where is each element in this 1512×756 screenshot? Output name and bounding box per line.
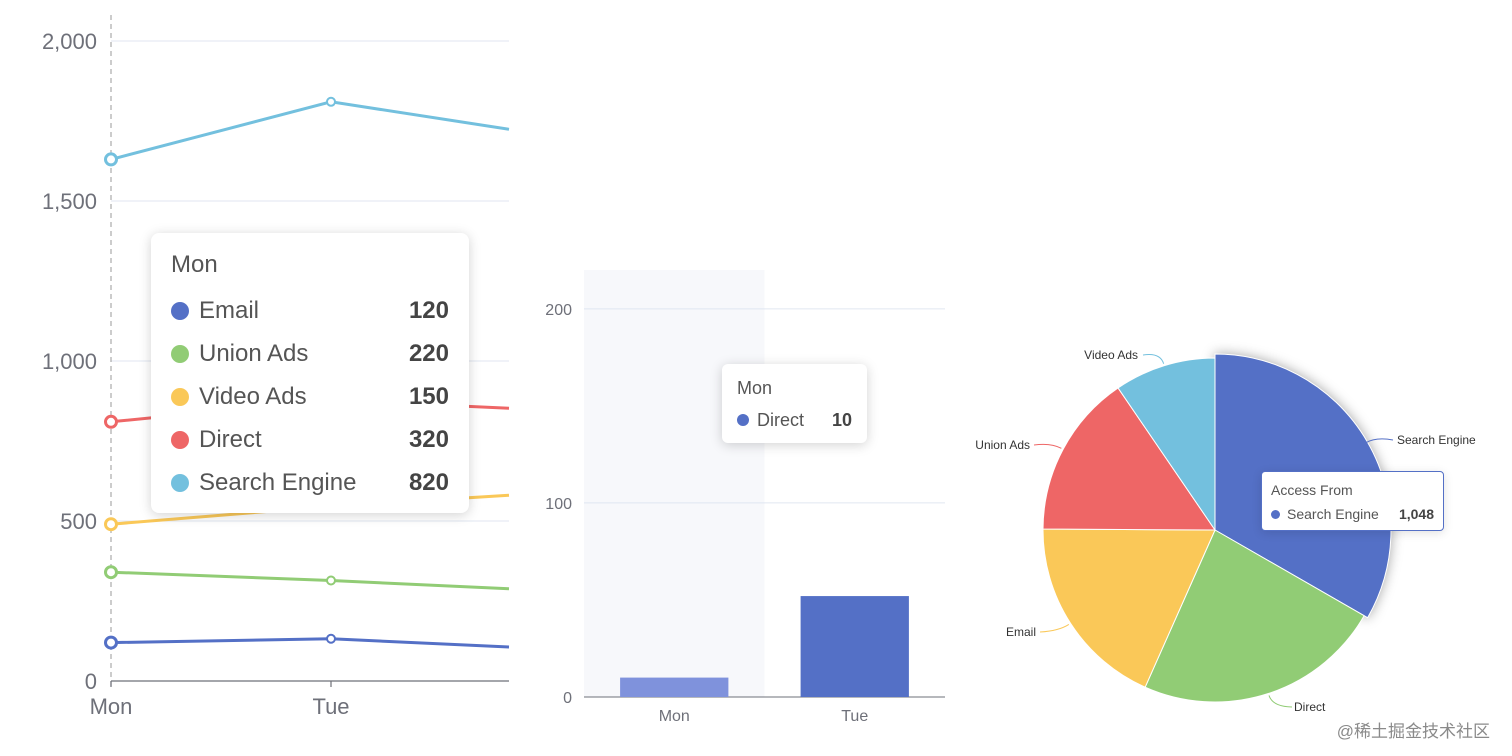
bar-chart-x-tick-label: Tue <box>841 708 868 725</box>
pie-label: Video Ads <box>1084 348 1138 362</box>
line-point <box>326 96 336 107</box>
line-chart-y-tick-label: 500 <box>60 509 97 534</box>
bar-chart-tooltip: Mon Direct 10 <box>722 364 867 443</box>
line-tooltip-row-video-ads: Video Ads 150 <box>171 375 449 418</box>
video-ads-marker-icon <box>171 387 189 406</box>
direct-marker-icon <box>171 430 189 449</box>
bar-chart-y-tick-label: 0 <box>563 690 572 707</box>
direct-marker-icon <box>737 414 749 426</box>
bar-chart-hover-band <box>584 270 765 697</box>
line-tooltip-series-value: 220 <box>408 339 449 367</box>
line-tooltip-series-name: Union Ads <box>199 339 309 367</box>
line-tooltip-row-direct: Direct 320 <box>171 418 449 461</box>
watermark: @稀土掘金技术社区 <box>1336 722 1490 741</box>
pie-leader-line <box>1033 443 1062 449</box>
pie-slice-email <box>1042 528 1216 688</box>
line-point <box>326 575 336 586</box>
pie-tooltip-title: Access From <box>1271 482 1353 498</box>
pie-leader-line <box>1142 354 1165 364</box>
bar-tooltip-series-name: Direct <box>757 409 805 430</box>
line-tooltip-series-value: 820 <box>408 468 449 496</box>
line-tooltip-row-union-ads: Union Ads 220 <box>171 332 449 375</box>
bar-tue <box>800 596 909 697</box>
line-chart-y-tick-label: 2,000 <box>42 29 97 54</box>
line-tooltip-series-name: Email <box>199 296 260 324</box>
line-tooltip-row-search-engine: Search Engine 820 <box>171 461 449 504</box>
line-tooltip-title: Mon <box>171 251 218 278</box>
pie-leader-line <box>1039 623 1070 633</box>
bar-chart-x-tick-label: Mon <box>659 708 690 725</box>
line-point <box>326 633 336 644</box>
pie-label: Union Ads <box>975 438 1030 452</box>
search-engine-marker-icon <box>1271 509 1280 519</box>
line-tooltip-series-name: Search Engine <box>199 468 357 496</box>
line-chart-y-tick-label: 1,000 <box>42 349 97 374</box>
line-series-1 <box>110 570 510 591</box>
line-chart-x-tick-label: Mon <box>90 694 133 719</box>
line-chart-tooltip: Mon Email 120 Union Ads 220 Video Ads 15… <box>151 233 469 513</box>
line-tooltip-series-value: 150 <box>408 382 449 410</box>
line-tooltip-series-value: 320 <box>408 425 449 453</box>
line-tooltip-row-email: Email 120 <box>171 289 449 332</box>
bar-mon <box>620 677 729 697</box>
line-point <box>104 517 118 532</box>
pie-label: Search Engine <box>1397 433 1476 447</box>
pie-chart-tooltip: Access From Search Engine 1,048 <box>1261 471 1444 531</box>
pie-slice-union-ads <box>1042 387 1216 531</box>
pie-label: Email <box>1006 625 1036 639</box>
pie-tooltip-series-name: Search Engine <box>1287 506 1379 522</box>
pie-slice-video-ads <box>1117 357 1216 532</box>
line-series-0 <box>110 637 510 649</box>
bar-tooltip-row-direct: Direct 10 <box>737 408 852 432</box>
bar-chart-y-tick-label: 100 <box>545 496 572 513</box>
pie-tooltip-series-value: 1,048 <box>1398 506 1434 522</box>
pie-slice-direct <box>1144 529 1365 703</box>
email-marker-icon <box>171 301 189 320</box>
line-series-4 <box>110 100 510 161</box>
line-tooltip-series-name: Video Ads <box>199 382 307 410</box>
bar-tooltip-series-value: 10 <box>831 409 852 430</box>
bar-tooltip-title: Mon <box>737 378 773 398</box>
union-ads-marker-icon <box>171 344 189 363</box>
line-tooltip-series-value: 120 <box>408 296 449 324</box>
line-chart-x-tick-label: Tue <box>312 694 349 719</box>
pie-leader-line <box>1268 695 1293 708</box>
line-point <box>104 152 118 167</box>
bar-chart-y-tick-label: 200 <box>545 302 572 319</box>
pie-leader-line <box>1365 438 1394 444</box>
line-point <box>104 565 118 580</box>
search-engine-marker-icon <box>171 473 189 492</box>
pie-tooltip-row-search-engine: Search Engine 1,048 <box>1271 504 1434 524</box>
pie-label: Direct <box>1294 700 1326 714</box>
line-tooltip-series-name: Direct <box>199 425 262 453</box>
line-point <box>104 635 118 650</box>
line-point <box>104 414 118 429</box>
line-chart-y-tick-label: 0 <box>85 669 97 694</box>
line-chart-y-tick-label: 1,500 <box>42 189 97 214</box>
